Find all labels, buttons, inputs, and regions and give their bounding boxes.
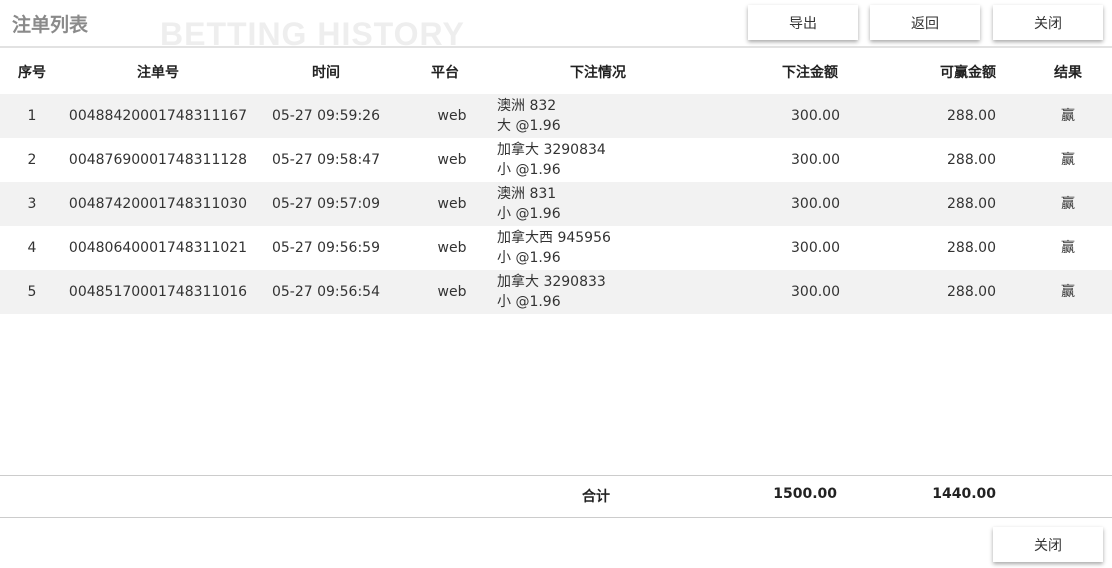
bet-time: 05-27 09:58:47 xyxy=(271,152,380,168)
column-header: 时间 xyxy=(312,65,340,81)
win-amount: 288.00 xyxy=(850,182,1024,226)
bet-table: 序号 注单号 时间 平台 下注情况 下注金额 可赢金额 结果 1 00488420… xyxy=(0,50,1112,314)
bet-detail-game: 澳洲 832 xyxy=(497,98,557,114)
result: 赢 xyxy=(1024,94,1112,138)
bet-time: 05-27 09:56:54 xyxy=(252,270,400,314)
row-index: 1 xyxy=(0,94,64,138)
bet-detail: 澳洲 832 大 @1.96 xyxy=(490,94,706,138)
page-header: 注单列表 BETTING HISTORY 导出 返回 关闭 xyxy=(0,0,1112,52)
totals-stake: 1500.00 xyxy=(773,486,837,502)
row-index: 5 xyxy=(0,270,64,314)
row-index: 2 xyxy=(27,152,37,168)
result: 赢 xyxy=(1061,152,1075,168)
bet-id: 00485170001748311016 xyxy=(64,270,252,314)
footer-close-button[interactable]: 关闭 xyxy=(993,527,1103,562)
result: 赢 xyxy=(1024,182,1112,226)
platform: web xyxy=(400,94,490,138)
column-header: 序号 xyxy=(18,65,46,81)
export-button[interactable]: 导出 xyxy=(748,5,858,40)
win-amount: 288.00 xyxy=(947,152,996,168)
page-title: 注单列表 xyxy=(12,14,89,36)
stake-amount: 300.00 xyxy=(706,182,850,226)
bet-detail-game: 加拿大 3290833 xyxy=(497,274,606,290)
stake-amount: 300.00 xyxy=(706,270,850,314)
bet-detail: 加拿大 3290833 小 @1.96 xyxy=(490,270,706,314)
bet-id: 00487420001748311030 xyxy=(64,182,252,226)
platform: web xyxy=(400,270,490,314)
result: 赢 xyxy=(1061,240,1075,256)
win-amount: 288.00 xyxy=(947,240,996,256)
row-index: 4 xyxy=(27,240,37,256)
bet-detail-odds: 大 @1.96 xyxy=(497,118,561,134)
bet-detail-odds: 小 @1.96 xyxy=(497,162,561,178)
column-header: 注单号 xyxy=(137,65,179,81)
bet-detail: 澳洲 831 小 @1.96 xyxy=(490,182,706,226)
back-button[interactable]: 返回 xyxy=(870,5,980,40)
bet-detail-odds: 小 @1.96 xyxy=(497,206,561,222)
bet-id: 00480640001748311021 xyxy=(68,240,248,256)
result: 赢 xyxy=(1024,270,1112,314)
column-header: 可赢金额 xyxy=(940,65,996,81)
totals-label: 合计 xyxy=(582,489,610,505)
table-row: 3 00487420001748311030 05-27 09:57:09 web 澳洲… xyxy=(0,182,1112,226)
stake-amount: 300.00 xyxy=(706,94,850,138)
bet-detail-game: 澳洲 831 xyxy=(497,186,557,202)
platform: web xyxy=(400,182,490,226)
platform: web xyxy=(437,152,467,168)
platform: web xyxy=(437,240,467,256)
totals-win: 1440.00 xyxy=(932,486,996,502)
close-button[interactable]: 关闭 xyxy=(993,5,1103,40)
row-index: 3 xyxy=(0,182,64,226)
table-row: 4 00480640001748311021 05-27 09:56:59 web 加拿… xyxy=(0,226,1112,270)
column-header: 结果 xyxy=(1054,65,1082,81)
column-header: 下注金额 xyxy=(782,65,838,81)
win-amount: 288.00 xyxy=(850,94,1024,138)
bet-id: 00487690001748311128 xyxy=(68,152,248,168)
stake-amount: 300.00 xyxy=(791,152,840,168)
bet-detail-odds: 小 @1.96 xyxy=(497,294,561,310)
table-row: 1 00488420001748311167 05-27 09:59:26 web 澳洲… xyxy=(0,94,1112,138)
table-row: 5 00485170001748311016 05-27 09:56:54 web 加拿… xyxy=(0,270,1112,314)
table-header-row: 序号 注单号 时间 平台 下注情况 下注金额 可赢金额 结果 xyxy=(0,50,1112,94)
bet-detail-game: 加拿大 3290834 xyxy=(497,142,606,158)
bet-detail-game: 加拿大西 945956 xyxy=(497,230,611,246)
stake-amount: 300.00 xyxy=(791,240,840,256)
column-header: 平台 xyxy=(431,65,459,81)
bet-detail: 加拿大西 945956 小 @1.96 xyxy=(490,226,706,270)
bet-detail: 加拿大 3290834 小 @1.96 xyxy=(490,138,706,182)
bet-time: 05-27 09:59:26 xyxy=(252,94,400,138)
win-amount: 288.00 xyxy=(850,270,1024,314)
watermark-text: BETTING HISTORY xyxy=(160,16,465,52)
bet-detail-odds: 小 @1.96 xyxy=(497,250,561,266)
bet-id: 00488420001748311167 xyxy=(64,94,252,138)
table-row: 2 00487690001748311128 05-27 09:58:47 web 加拿… xyxy=(0,138,1112,182)
column-header: 下注情况 xyxy=(570,65,626,81)
totals-row: 合计 1500.00 1440.00 xyxy=(0,475,1112,518)
bet-time: 05-27 09:56:59 xyxy=(271,240,380,256)
bet-time: 05-27 09:57:09 xyxy=(252,182,400,226)
